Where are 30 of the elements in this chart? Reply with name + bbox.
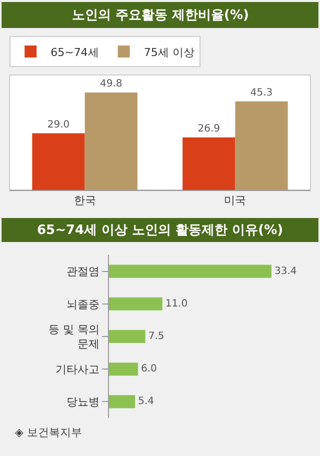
text: ◈ 보건복지부 <box>15 426 82 439</box>
data-label: 45.3 <box>250 87 273 98</box>
bar <box>108 264 272 278</box>
data-label: 7.5 <box>148 331 164 342</box>
bar <box>32 133 85 190</box>
y-tick-label: 기타사고 <box>56 362 100 376</box>
data-label: 6.0 <box>141 364 157 375</box>
x-tick-label: 미국 <box>224 194 246 208</box>
y-tick-label: 관절염 <box>66 265 100 278</box>
bar <box>108 362 138 376</box>
data-label: 29.0 <box>47 119 70 130</box>
bar <box>108 395 136 408</box>
y-tick-label: 등 및 목의 문제 <box>48 323 100 350</box>
bar <box>182 137 236 190</box>
bar <box>235 101 288 190</box>
bar <box>84 92 138 190</box>
data-label: 49.8 <box>100 78 122 90</box>
y-tick-label: 당뇨병 <box>66 396 100 409</box>
chart-title: 노인의 주요활동 제한비율(%) <box>72 8 249 23</box>
bar <box>108 330 146 344</box>
x-tick-label: 한국 <box>74 194 96 208</box>
chart-title: 65~74세 이상 노인의 활동제한 이유(%) <box>37 223 284 238</box>
data-label: 26.9 <box>198 123 220 134</box>
data-label: 5.4 <box>138 396 154 408</box>
legend-label: 75세 이상 <box>144 46 194 59</box>
y-tick-label: 뇌졸중 <box>66 298 100 311</box>
data-label: 33.4 <box>274 266 297 277</box>
legend-label: 65~74세 <box>50 46 99 59</box>
bar <box>108 297 162 310</box>
data-label: 11.0 <box>165 298 188 310</box>
